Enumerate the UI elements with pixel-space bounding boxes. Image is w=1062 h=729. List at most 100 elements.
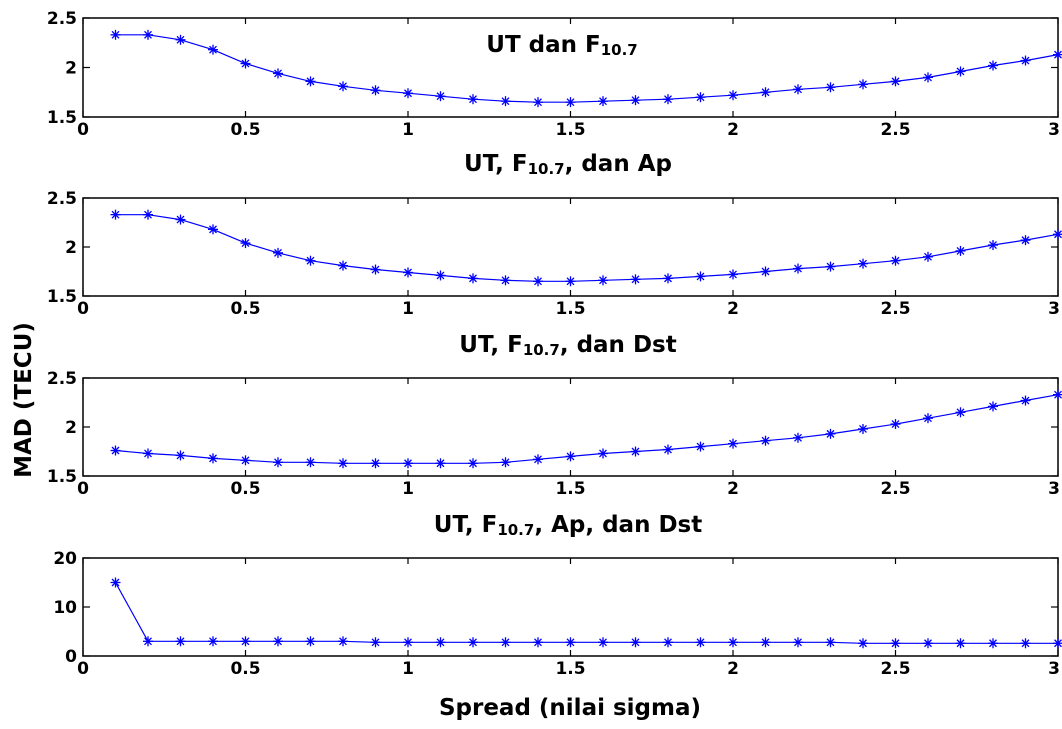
y-tick-label: 2 (65, 59, 77, 79)
data-point (890, 419, 901, 430)
x-tick-label: 1.5 (555, 299, 585, 319)
data-point (110, 209, 121, 220)
data-point (890, 255, 901, 266)
y-tick-label: 2.5 (47, 369, 77, 389)
x-tick-label: 1.5 (555, 659, 585, 679)
data-point (305, 457, 316, 468)
data-point (435, 270, 446, 281)
data-point (1053, 229, 1062, 240)
data-point (598, 96, 608, 107)
data-point (825, 261, 836, 272)
data-point (923, 413, 933, 424)
data-point (663, 444, 673, 455)
data-point (240, 636, 251, 647)
data-point (565, 276, 576, 287)
data-point (630, 95, 641, 106)
data-point (565, 97, 576, 108)
data-point (305, 76, 316, 87)
data-point (923, 72, 933, 83)
data-point (923, 638, 933, 649)
x-tick-label: 0 (77, 299, 89, 319)
data-point (1020, 638, 1031, 649)
data-point (403, 458, 413, 469)
x-tick-label: 3 (1048, 479, 1060, 499)
data-point (175, 214, 186, 225)
x-tick-label: 1 (402, 479, 414, 499)
x-tick-label: 3 (1048, 659, 1060, 679)
data-point (663, 94, 673, 105)
x-tick-label: 2.5 (880, 659, 910, 679)
data-point (110, 445, 121, 456)
data-point (338, 81, 348, 92)
data-point (468, 458, 478, 469)
data-point (273, 68, 283, 79)
data-point (370, 458, 381, 469)
x-tick-label: 3 (1048, 299, 1060, 319)
data-point (143, 448, 153, 459)
x-tick-label: 0 (77, 479, 89, 499)
x-tick-label: 1 (402, 659, 414, 679)
y-tick-label: 1.5 (47, 287, 77, 307)
y-axis-label: MAD (TECU) (11, 322, 37, 478)
data-point (1053, 638, 1062, 649)
data-point (565, 451, 576, 462)
y-tick-label: 20 (53, 549, 77, 569)
data-point (1053, 389, 1062, 400)
data-point (1053, 49, 1062, 60)
data-point (435, 637, 446, 648)
x-tick-label: 2 (727, 659, 739, 679)
data-point (598, 448, 608, 459)
data-point (760, 637, 771, 648)
data-point (370, 85, 381, 96)
data-point (565, 637, 576, 648)
subplot-title: UT, F10.7, Ap, dan Dst (434, 512, 702, 539)
data-point (988, 60, 998, 71)
data-point (240, 455, 251, 466)
data-point (728, 269, 738, 280)
x-tick-label: 3 (1048, 120, 1060, 140)
data-point (273, 247, 283, 258)
data-point (500, 275, 511, 286)
y-tick-label: 2 (65, 238, 77, 258)
series-line (115, 394, 1059, 464)
x-tick-label: 2 (727, 479, 739, 499)
data-point (500, 457, 511, 468)
data-point (760, 435, 771, 446)
data-point (468, 273, 478, 284)
data-point (143, 636, 153, 647)
x-tick-label: 0.5 (230, 659, 260, 679)
data-point (858, 423, 868, 434)
data-point (858, 638, 868, 649)
y-tick-label: 1.5 (47, 108, 77, 128)
x-tick-label: 1.5 (555, 479, 585, 499)
data-point (143, 209, 153, 220)
x-tick-label: 0.5 (230, 299, 260, 319)
data-point (890, 638, 901, 649)
data-point (598, 275, 608, 286)
series-line (115, 214, 1059, 282)
data-point (890, 76, 901, 87)
data-point (110, 29, 121, 40)
data-point (403, 88, 413, 99)
data-point (858, 79, 868, 90)
data-point (468, 637, 478, 648)
data-point (858, 258, 868, 269)
x-tick-label: 1.5 (555, 120, 585, 140)
x-axis-label: Spread (nilai sigma) (439, 695, 701, 721)
data-point (533, 637, 543, 648)
data-point (760, 266, 771, 277)
x-tick-label: 2.5 (880, 479, 910, 499)
x-tick-label: 1 (402, 120, 414, 140)
data-point (175, 34, 186, 45)
data-point (793, 263, 803, 274)
data-point (370, 637, 381, 648)
data-point (728, 637, 738, 648)
x-tick-label: 2.5 (880, 120, 910, 140)
data-point (825, 82, 836, 93)
data-point (955, 638, 966, 649)
subplot-title: UT, F10.7, dan Ap (464, 151, 672, 178)
data-point (955, 66, 966, 77)
data-point (208, 224, 218, 235)
data-point (338, 458, 348, 469)
data-point (338, 260, 348, 271)
